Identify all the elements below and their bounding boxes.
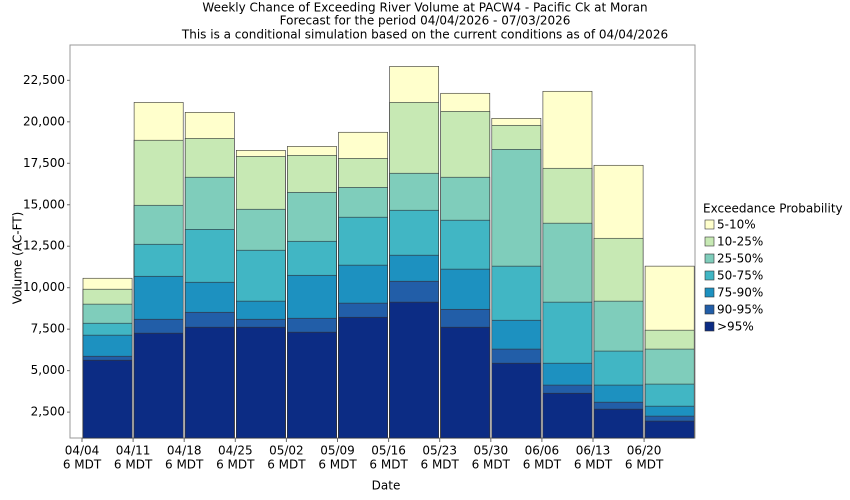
chart-subtitle: Forecast for the period 04/04/2026 - 07/… — [280, 14, 571, 28]
bar — [491, 362, 542, 439]
x-tick-label: 05/16 — [371, 444, 406, 458]
bar — [440, 326, 491, 439]
x-tick-label: 06/06 — [525, 444, 560, 458]
legend-title: Exceedance Probability — [703, 202, 843, 216]
x-tick-sublabel: 6 MDT — [523, 458, 562, 472]
x-tick-label: 05/30 — [474, 444, 509, 458]
legend-label: 50-75% — [717, 269, 763, 283]
chart-title: Weekly Chance of Exceeding River Volume … — [202, 1, 647, 15]
y-tick-label: 2,500 — [31, 405, 65, 419]
x-tick-label: 05/02 — [269, 444, 304, 458]
legend-swatch — [704, 236, 715, 247]
x-tick-sublabel: 6 MDT — [63, 458, 102, 472]
x-tick-sublabel: 6 MDT — [625, 458, 664, 472]
bar — [389, 301, 440, 439]
y-tick-label: 22,500 — [23, 73, 65, 87]
y-tick-label: 10,000 — [23, 280, 65, 294]
chart-note: This is a conditional simulation based o… — [181, 28, 668, 42]
y-tick-label: 5,000 — [31, 363, 65, 377]
legend-swatch — [704, 321, 715, 332]
x-tick-label: 05/09 — [320, 444, 355, 458]
bar — [184, 326, 235, 439]
x-tick-sublabel: 6 MDT — [114, 458, 153, 472]
x-tick-sublabel: 6 MDT — [574, 458, 613, 472]
y-axis-label: Volume (AC-FT) — [11, 212, 25, 305]
y-tick-label: 12,500 — [23, 239, 65, 253]
legend-label: 25-50% — [717, 252, 763, 266]
x-tick-label: 04/04 — [65, 444, 100, 458]
x-tick-label: 04/18 — [167, 444, 202, 458]
bar — [287, 331, 337, 439]
x-tick-sublabel: 6 MDT — [421, 458, 460, 472]
bar — [236, 326, 286, 439]
legend-label: 5-10% — [717, 218, 756, 232]
x-tick-sublabel: 6 MDT — [267, 458, 306, 472]
bar — [338, 316, 388, 439]
x-tick-label: 04/25 — [218, 444, 253, 458]
legend-label: 75-90% — [717, 286, 763, 300]
x-axis-label: Date — [372, 479, 401, 493]
legend-swatch — [704, 304, 715, 315]
x-tick-sublabel: 6 MDT — [318, 458, 357, 472]
bar — [133, 332, 184, 439]
x-tick-label: 06/20 — [627, 444, 662, 458]
legend-label: 10-25% — [717, 235, 763, 249]
legend-swatch — [704, 219, 715, 230]
y-tick-label: 17,500 — [23, 156, 65, 170]
y-tick-label: 20,000 — [23, 114, 65, 128]
x-tick-sublabel: 6 MDT — [472, 458, 511, 472]
legend-swatch — [704, 253, 715, 264]
x-tick-label: 06/13 — [576, 444, 611, 458]
legend-swatch — [704, 270, 715, 281]
legend-swatch — [704, 287, 715, 298]
x-tick-sublabel: 6 MDT — [165, 458, 204, 472]
x-tick-sublabel: 6 MDT — [216, 458, 255, 472]
legend-label: >95% — [717, 320, 754, 334]
y-tick-label: 15,000 — [23, 197, 65, 211]
bar — [593, 408, 644, 439]
bar — [542, 392, 593, 439]
y-tick-label: 7,500 — [31, 322, 65, 336]
x-tick-label: 05/23 — [422, 444, 457, 458]
x-tick-label: 04/11 — [116, 444, 151, 458]
bar — [644, 420, 695, 439]
legend-label: 90-95% — [717, 303, 763, 317]
bar — [82, 359, 133, 439]
x-tick-sublabel: 6 MDT — [369, 458, 408, 472]
